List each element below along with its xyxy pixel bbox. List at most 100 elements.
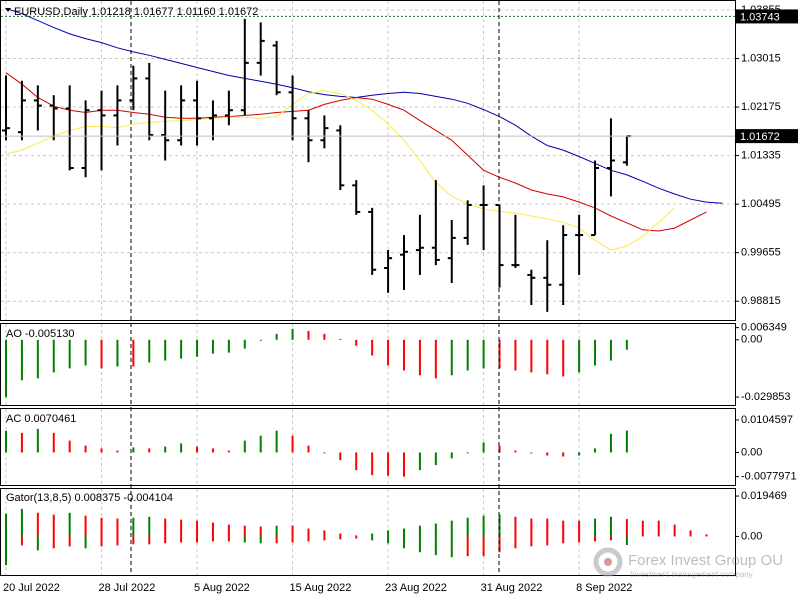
histogram-bar xyxy=(339,452,342,461)
histogram-bar xyxy=(227,524,230,537)
histogram-bar xyxy=(339,536,342,540)
histogram-bar xyxy=(482,442,485,453)
histogram-bar xyxy=(609,536,612,541)
histogram-bar xyxy=(371,339,374,356)
histogram-bar xyxy=(498,536,501,553)
watermark: Forex Invest Group OU Investment managem… xyxy=(593,547,783,579)
ao-title: AO -0.005130 xyxy=(6,328,75,340)
y-tick-label: 0.00 xyxy=(741,446,762,458)
y-tick-label: 0.0104597 xyxy=(741,414,793,426)
histogram-bar xyxy=(116,339,119,367)
histogram-bar xyxy=(148,516,151,537)
histogram-bar xyxy=(625,519,628,537)
histogram-bar xyxy=(323,452,326,454)
histogram-bar xyxy=(418,452,421,471)
menu-triangle xyxy=(5,8,11,12)
x-tick-label: 20 Jul 2022 xyxy=(3,582,60,594)
histogram-bar xyxy=(403,536,405,549)
histogram-bar xyxy=(434,452,437,466)
histogram-bar xyxy=(116,536,119,546)
panel-frames xyxy=(0,0,736,576)
histogram-bar xyxy=(450,536,453,558)
x-tick-label: 15 Aug 2022 xyxy=(290,582,352,594)
histogram-bar xyxy=(514,516,517,537)
x-tick-label: 28 Jul 2022 xyxy=(99,582,156,594)
histogram-bar xyxy=(132,447,135,453)
histogram-bar xyxy=(594,448,597,453)
histogram-bar xyxy=(403,528,405,537)
histogram-bar xyxy=(641,520,644,537)
histogram-bar xyxy=(530,518,533,537)
histogram-bar xyxy=(196,520,199,537)
histogram-bar xyxy=(5,430,7,453)
histogram-bar xyxy=(36,339,39,379)
histogram-bar xyxy=(482,536,485,557)
histogram-bar xyxy=(291,536,294,543)
histogram-bar xyxy=(307,536,310,542)
y-tick-label: 0.98815 xyxy=(741,295,781,307)
histogram-bar xyxy=(116,518,119,537)
y-tick-label: 1.01335 xyxy=(741,149,781,161)
histogram-bar xyxy=(387,530,390,537)
histogram-bar xyxy=(498,339,501,369)
histogram-bar xyxy=(52,514,55,537)
gator-title: Gator(13,8,5) 0.008375 -0.004104 xyxy=(6,492,173,504)
histogram-bar xyxy=(371,533,374,537)
histogram-bar xyxy=(36,512,39,537)
histogram-bar xyxy=(164,536,167,544)
histogram-bar xyxy=(180,536,183,543)
histogram-bar xyxy=(243,339,246,349)
histogram-bar xyxy=(275,333,278,340)
histogram-bar xyxy=(36,428,39,453)
histogram-bar xyxy=(211,536,214,542)
histogram-bar xyxy=(355,452,358,471)
histogram-bar xyxy=(211,448,214,453)
histogram-bar xyxy=(546,339,549,375)
x-tick-label: 23 Aug 2022 xyxy=(385,582,447,594)
histogram-bar xyxy=(52,536,55,549)
histogram-bar xyxy=(339,533,342,537)
histogram-bar xyxy=(594,536,597,542)
y-tick-label: -0.029853 xyxy=(741,391,791,403)
histogram-bar xyxy=(466,452,469,454)
histogram-bar xyxy=(466,339,469,371)
histogram-bar xyxy=(609,516,612,537)
indicator-line xyxy=(5,72,707,232)
histogram-bar xyxy=(562,339,565,377)
histogram-bar xyxy=(84,339,87,366)
histogram-bar xyxy=(275,525,278,537)
histogram-bar xyxy=(100,448,103,453)
histogram-bar xyxy=(530,536,533,547)
y-tick-label: 0.019469 xyxy=(741,490,787,502)
y-tick-label: 1.02175 xyxy=(741,101,781,113)
histogram-bar xyxy=(562,536,565,544)
histogram-bar xyxy=(578,452,581,456)
histogram-bar xyxy=(68,536,71,547)
histogram-bar xyxy=(211,339,214,354)
histogram-bar xyxy=(562,452,565,457)
histogram-bar xyxy=(307,330,310,340)
y-tick-label: 1.00495 xyxy=(741,198,781,210)
ao-frame xyxy=(0,323,736,406)
histogram-bar xyxy=(705,534,708,537)
histogram-bar xyxy=(52,432,55,453)
histogram-bar xyxy=(578,536,581,543)
histogram-bar xyxy=(323,536,326,541)
y-tick-label: 0.99655 xyxy=(741,247,781,259)
histogram-bar xyxy=(498,445,501,453)
x-tick-label: 31 Aug 2022 xyxy=(481,582,543,594)
histogram-bar xyxy=(434,523,437,537)
histogram-bar xyxy=(291,525,294,537)
histogram-bar xyxy=(227,339,230,353)
histogram-bar xyxy=(482,515,485,537)
histogram-bar xyxy=(100,536,103,547)
histogram-bar xyxy=(657,520,660,537)
histogram-bar xyxy=(68,440,71,453)
histogram-bar xyxy=(20,508,23,537)
histogram-bar xyxy=(387,452,390,476)
histogram-bar xyxy=(403,452,405,477)
histogram-bar xyxy=(84,445,87,453)
histogram-bar xyxy=(275,430,278,453)
histogram-bar xyxy=(180,443,183,453)
